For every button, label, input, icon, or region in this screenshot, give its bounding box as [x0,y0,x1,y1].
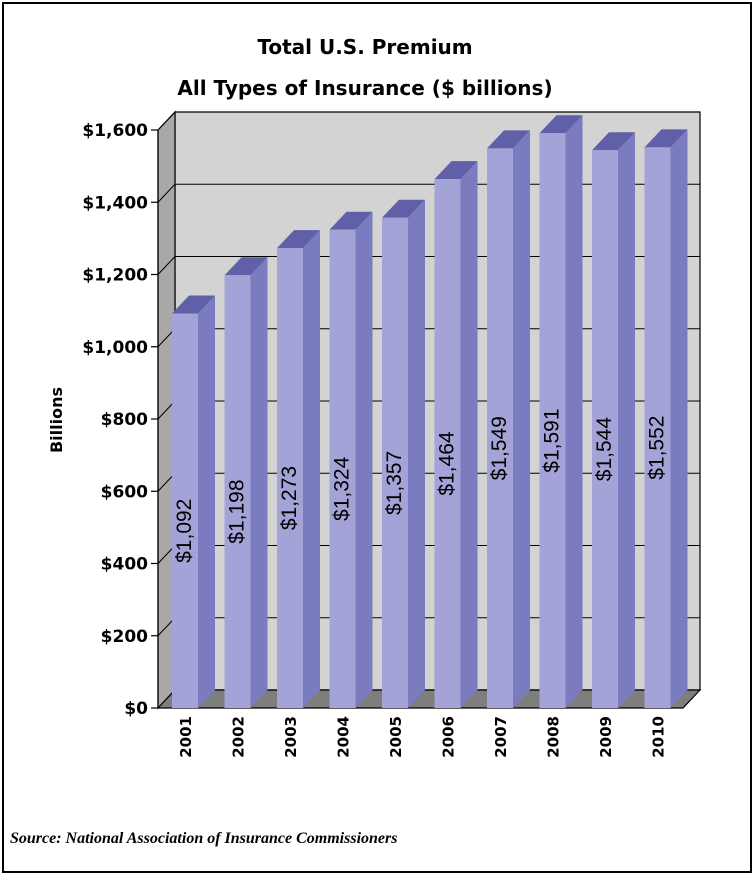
bar-top [644,129,688,148]
bar [487,148,513,708]
bar-side [460,161,478,708]
y-tick-label: $1,600 [82,121,148,141]
bar-top [539,115,583,134]
bar-value-label: $1,591 [541,409,564,473]
y-tick-label: $600 [101,482,148,502]
y-axis-label: Billions [47,387,66,453]
x-tick-label: 2008 [545,716,563,758]
bar-value-label: $1,198 [226,479,249,543]
bar-value-label: $1,549 [488,416,511,480]
x-tick-label: 2005 [387,716,405,758]
x-tick-label: 2003 [282,716,300,758]
bar [644,147,671,709]
bar-value-label: $1,464 [436,431,459,496]
bar-side [565,115,583,709]
source-note: Source: National Association of Insuranc… [10,830,397,847]
gridline-side [157,183,176,203]
bar-value-label: $1,552 [646,416,669,480]
bar-side [408,199,425,708]
bar-side [303,230,320,708]
bar-top [277,230,320,249]
chart-title-line-2: All Types of Insurance ($ billions) [177,76,552,100]
chart-title-line-1: Total U.S. Premium [257,35,472,59]
gridline-side [157,111,176,131]
bar-value-label: $1,544 [593,417,616,482]
bar-top [487,130,530,149]
y-tick-label: $400 [101,555,148,575]
bars: $1,092 $1,198 $1,273 $1,324 $1,357 $1,464 $1,5… [172,115,688,709]
x-tick-label: 2001 [177,716,195,758]
bar-side [670,129,688,709]
bar-top [382,199,425,218]
bar [539,133,566,709]
x-tick-label: 2009 [597,716,615,758]
bar-top [172,295,215,314]
x-tick-label: 2002 [230,716,248,758]
bar-top [434,161,478,180]
bar-top [224,257,268,276]
bar-value-label: $1,092 [173,499,196,563]
bar [329,229,356,708]
bar-side [198,295,215,708]
y-tick-label: $200 [101,627,148,647]
y-tick-label: $1,000 [82,338,148,358]
y-tick-label: $0 [124,699,148,719]
gridline-side [157,256,176,275]
bar [277,248,303,708]
bar-side [250,257,268,708]
y-tick-label: $800 [101,410,148,430]
y-tick-label: $1,400 [82,193,148,213]
bar [224,275,251,708]
x-tick-label: 2006 [440,716,458,758]
y-axis-ticks: $0 $200 $400 $600 $800 $1,000 $1,200 $1,400 $1,6… [82,121,159,719]
bar [592,150,618,709]
bar-value-label: $1,273 [278,466,301,530]
bar [172,313,198,708]
bar [434,179,461,708]
bar-value-label: $1,324 [331,456,354,521]
x-tick-label: 2007 [492,716,510,758]
bar-side [355,211,373,708]
x-axis-ticks: 2001 2002 2003 2004 2005 2006 2007 2008 2009 2010 [177,716,668,758]
bar-side [618,132,635,709]
bar-value-label: $1,357 [383,451,406,515]
bar-top [329,211,373,230]
y-tick-label: $1,200 [82,266,148,286]
bar-top [592,132,635,151]
bar-side [513,130,530,708]
x-tick-label: 2004 [335,716,353,758]
x-tick-label: 2010 [650,716,668,758]
bar [382,217,408,708]
